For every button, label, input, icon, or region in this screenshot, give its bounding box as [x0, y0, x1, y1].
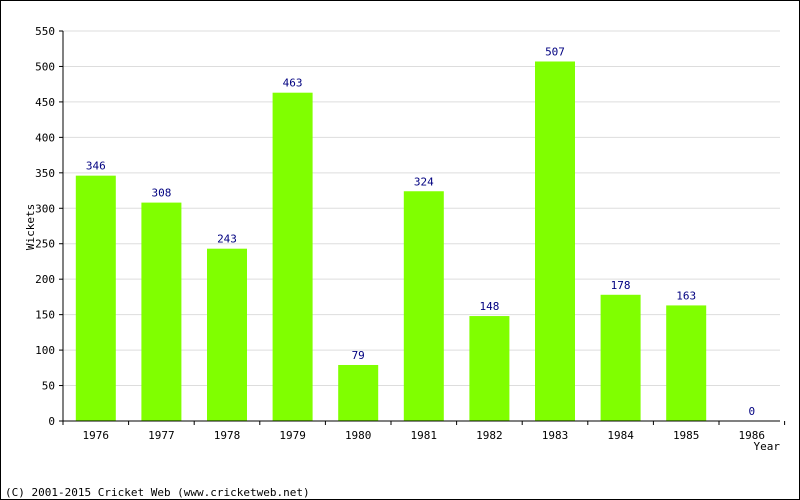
- y-tick-label: 400: [35, 131, 55, 144]
- x-axis-label: Year: [754, 440, 781, 453]
- x-tick-label: 1982: [476, 429, 503, 442]
- bar: [75, 175, 116, 421]
- bar: [535, 61, 575, 422]
- bar: [272, 92, 313, 421]
- x-tick-label: 1977: [148, 429, 175, 442]
- data-label: 243: [217, 233, 237, 246]
- y-tick-label: 200: [35, 273, 55, 286]
- y-tick-label: 450: [35, 96, 55, 109]
- y-tick-label: 250: [35, 238, 55, 251]
- bar: [338, 364, 379, 421]
- x-tick-label: 1979: [279, 429, 306, 442]
- data-label: 346: [86, 160, 106, 173]
- data-label: 148: [479, 300, 499, 313]
- bar: [666, 305, 707, 421]
- x-tick-label: 1981: [411, 429, 438, 442]
- data-label: 79: [352, 349, 365, 362]
- y-tick-label: 150: [35, 309, 55, 322]
- y-tick-label: 100: [35, 344, 55, 357]
- y-tick-label: 550: [35, 25, 55, 38]
- y-tick-labels: 0 50 100 150 200 250 300 350 400 450 500 550: [35, 25, 55, 428]
- y-tick-label: 50: [42, 380, 55, 393]
- x-tick-label: 1976: [83, 429, 110, 442]
- data-labels: 346 308 243 463 79 324 148 507 178 163 0: [86, 45, 755, 418]
- y-tick-label: 0: [48, 415, 55, 428]
- data-label: 178: [611, 279, 631, 292]
- x-tick-label: 1983: [542, 429, 569, 442]
- data-label: 507: [545, 45, 565, 58]
- data-label: 0: [748, 405, 755, 418]
- data-label: 324: [414, 175, 434, 188]
- y-axis-label: Wickets: [24, 204, 37, 250]
- y-tick-label: 500: [35, 60, 55, 73]
- x-tick-label: 1978: [214, 429, 241, 442]
- y-tick-label: 300: [35, 202, 55, 215]
- bars: [75, 61, 707, 422]
- x-tick-label: 1985: [673, 429, 700, 442]
- bar: [600, 294, 641, 421]
- x-tick-label: 1980: [345, 429, 372, 442]
- copyright-footer: (C) 2001-2015 Cricket Web (www.cricketwe…: [5, 486, 310, 499]
- x-tick-label: 1984: [607, 429, 634, 442]
- data-label: 163: [676, 289, 696, 302]
- data-label: 463: [283, 77, 303, 90]
- x-tick-label: 1986: [739, 429, 766, 442]
- x-tick-labels: 1976 1977 1978 1979 1980 1981 1982 1983 1984 1985…: [83, 429, 766, 442]
- bar: [403, 191, 444, 421]
- bar: [469, 316, 510, 421]
- data-label: 308: [151, 187, 171, 200]
- bar: [207, 248, 247, 421]
- bar: [141, 202, 182, 421]
- y-tick-label: 350: [35, 167, 55, 180]
- axes: [59, 30, 786, 425]
